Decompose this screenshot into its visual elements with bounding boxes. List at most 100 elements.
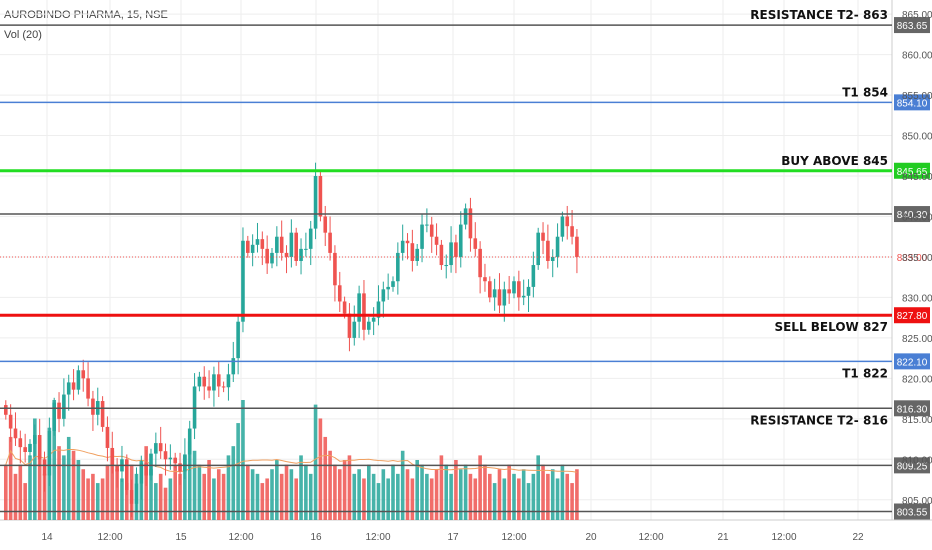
volume-bar <box>454 460 458 520</box>
y-tick-label: 810.00 <box>902 455 932 466</box>
level-price-tag: 827.80 <box>897 311 928 322</box>
candle-body <box>289 232 294 257</box>
volume-bar <box>541 464 545 520</box>
volume-bar <box>473 478 478 520</box>
candle-body <box>241 240 245 322</box>
volume-bar <box>275 460 279 520</box>
volume-bar <box>158 473 163 520</box>
candle-body <box>23 447 27 453</box>
candle-body <box>502 289 507 306</box>
volume-bar <box>449 473 453 520</box>
candle-body <box>62 394 66 419</box>
x-tick-label: 12:00 <box>365 532 390 543</box>
y-tick-label: 860.00 <box>902 51 932 62</box>
candle-body <box>323 216 328 233</box>
volume-bar <box>555 478 560 520</box>
volume-bar <box>207 460 211 520</box>
y-tick-label: 805.00 <box>902 496 932 507</box>
volume-bar <box>342 460 347 520</box>
volume-bar <box>187 441 192 520</box>
candle-body <box>202 376 207 387</box>
y-tick-label: 840.00 <box>902 212 932 223</box>
candle-body <box>497 289 502 306</box>
candle-body <box>129 490 134 504</box>
level-label: SELL BELOW 827 <box>774 320 888 334</box>
x-tick-label: 20 <box>585 532 597 543</box>
level-price-tag: 822.10 <box>897 357 928 368</box>
candle-body <box>517 281 521 298</box>
volume-bar <box>458 469 463 520</box>
volume-bar <box>221 473 226 520</box>
volume-bar <box>333 464 337 520</box>
volume-bar <box>367 464 371 520</box>
volume-bar <box>318 418 323 520</box>
candle-body <box>318 176 323 217</box>
level-price-tag-bg <box>894 94 930 111</box>
time-axis[interactable]: 14 12:00 15 12:00 16 12:00 17 12:00 20 12:00 21 12:… <box>41 532 864 543</box>
level-price-tag: 816.30 <box>897 404 928 415</box>
candle-body <box>463 208 468 225</box>
volume-bar <box>212 478 216 520</box>
candle-body <box>236 321 240 359</box>
candle-body <box>376 301 381 318</box>
volume-indicator-label: Vol (20) <box>4 29 42 41</box>
level-price-tag-bg <box>894 206 930 223</box>
candle-body <box>468 208 473 239</box>
volume-bar <box>371 473 376 520</box>
volume-bar <box>95 483 100 520</box>
level-label: RESISTANCE T2- 863 <box>750 8 888 22</box>
x-tick-label: 15 <box>175 532 187 543</box>
candle-body <box>71 382 76 390</box>
level-label: T1 854 <box>842 85 888 99</box>
volume-bar <box>299 455 303 520</box>
candle-body <box>52 402 56 431</box>
y-tick-label: 845.00 <box>902 172 932 183</box>
level-price-tag-bg <box>894 457 930 474</box>
volume-bar <box>23 483 27 520</box>
candle-body <box>444 265 449 267</box>
volume-bar <box>517 478 521 520</box>
volume-bar <box>396 473 400 520</box>
volume-bar <box>149 469 153 520</box>
volume-bar <box>550 469 555 520</box>
x-tick-label: 22 <box>852 532 864 543</box>
volume-bar <box>507 464 511 520</box>
volume-bar <box>488 473 492 520</box>
candle-body <box>478 248 482 278</box>
candle-body <box>28 443 32 453</box>
volume-bar <box>120 478 124 520</box>
volume-bar <box>444 464 449 520</box>
candles <box>4 162 579 518</box>
y-tick-label: 865.00 <box>902 10 932 21</box>
candle-body <box>473 238 478 249</box>
x-tick-label: 12:00 <box>501 532 526 543</box>
candle-body <box>100 401 105 427</box>
candle-body <box>439 244 444 266</box>
candle-body <box>4 405 8 415</box>
volume-bar <box>250 469 255 520</box>
y-tick-label: 855.00 <box>902 91 932 102</box>
candle-body <box>163 451 168 460</box>
candle-body <box>66 382 71 395</box>
candle-body <box>187 428 192 455</box>
volume-bar <box>429 478 434 520</box>
volume-bar <box>115 469 119 520</box>
candle-body <box>488 281 492 298</box>
level-price-tag: 863.65 <box>897 21 928 32</box>
level-label: RESISTANCE T2- 816 <box>750 413 888 427</box>
price-axis[interactable]: 865.00 860.00 855.00 850.00 845.00 840.00 835.… <box>902 10 932 507</box>
current-price-tag-bg <box>894 248 930 265</box>
x-tick-label: 12:00 <box>771 532 796 543</box>
volume-bar <box>8 436 13 520</box>
candle-body <box>250 244 255 253</box>
candle-body <box>144 463 148 476</box>
level-price-tag: 845.65 <box>897 167 928 178</box>
y-tick-label: 835.00 <box>902 253 932 264</box>
candle-body <box>410 243 415 261</box>
candle-body <box>362 293 366 330</box>
volume-bar <box>255 473 260 520</box>
volume-bar <box>202 473 207 520</box>
volume-bar <box>42 473 47 520</box>
volume-bar <box>439 455 444 520</box>
